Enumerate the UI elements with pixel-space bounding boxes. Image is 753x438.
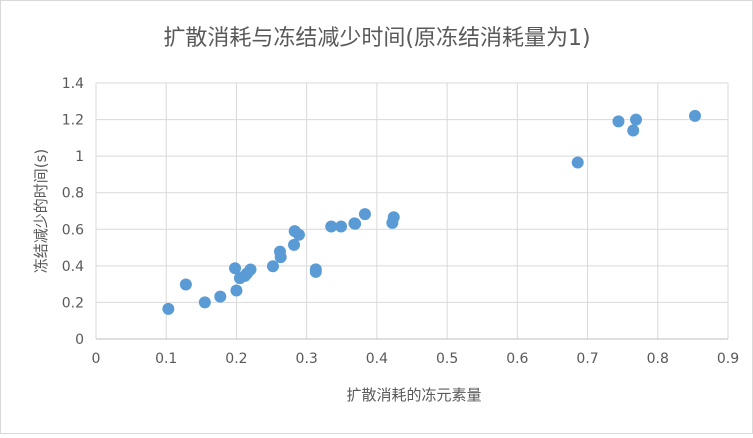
- data-point: [162, 302, 175, 315]
- x-tick-label: 0.5: [436, 351, 458, 367]
- y-tick-label: 0.2: [62, 295, 84, 311]
- data-point: [244, 263, 257, 276]
- data-point: [349, 217, 362, 230]
- y-tick-label: 0.4: [62, 259, 84, 275]
- data-point: [288, 238, 301, 251]
- y-tick-label: 0.6: [62, 222, 84, 238]
- y-tick-label: 0.8: [62, 186, 84, 202]
- x-tick-label: 0.9: [717, 351, 739, 367]
- data-point: [266, 260, 279, 273]
- data-point: [309, 265, 322, 278]
- data-point: [688, 109, 701, 122]
- data-point: [292, 228, 305, 241]
- data-point: [358, 208, 371, 221]
- x-tick-label: 0.8: [647, 351, 669, 367]
- y-tick-label: 0: [75, 332, 84, 348]
- chart-title: 扩散消耗与冻结减少时间(原冻结消耗量为1): [163, 26, 590, 51]
- data-point: [571, 156, 584, 169]
- y-tick-label: 1: [75, 149, 84, 165]
- data-point: [274, 251, 287, 264]
- data-point: [229, 262, 242, 275]
- data-point: [612, 115, 625, 128]
- x-tick-label: 0.6: [506, 351, 528, 367]
- data-point: [214, 290, 227, 303]
- y-tick-label: 1.2: [62, 113, 84, 129]
- gridlines: [96, 82, 729, 339]
- data-point: [627, 124, 640, 137]
- data-point: [198, 296, 211, 309]
- x-tick-label: 0.1: [155, 351, 177, 367]
- x-tick-label: 0: [92, 351, 101, 367]
- data-point: [335, 220, 348, 233]
- data-point: [179, 278, 192, 291]
- tick-labels: 0 0.1 0.2 0.3 0.4 0.5 0.6 0.7 0.8 0.9 0 0.2 0.4 0.6 0.…: [62, 76, 739, 367]
- x-tick-label: 0.7: [576, 351, 598, 367]
- x-axis-label: 扩散消耗的冻元素量: [346, 386, 481, 404]
- x-tick-label: 0.3: [296, 351, 318, 367]
- y-axis-label: 冻结减少的时间(s): [32, 149, 50, 274]
- data-point: [630, 113, 643, 126]
- data-point: [230, 284, 243, 297]
- x-tick-label: 0.2: [225, 351, 247, 367]
- data-points: [162, 109, 701, 315]
- data-point: [325, 220, 338, 233]
- y-tick-label: 1.4: [62, 76, 84, 92]
- x-tick-label: 0.4: [366, 351, 388, 367]
- data-point: [387, 211, 400, 224]
- axes: [95, 83, 728, 340]
